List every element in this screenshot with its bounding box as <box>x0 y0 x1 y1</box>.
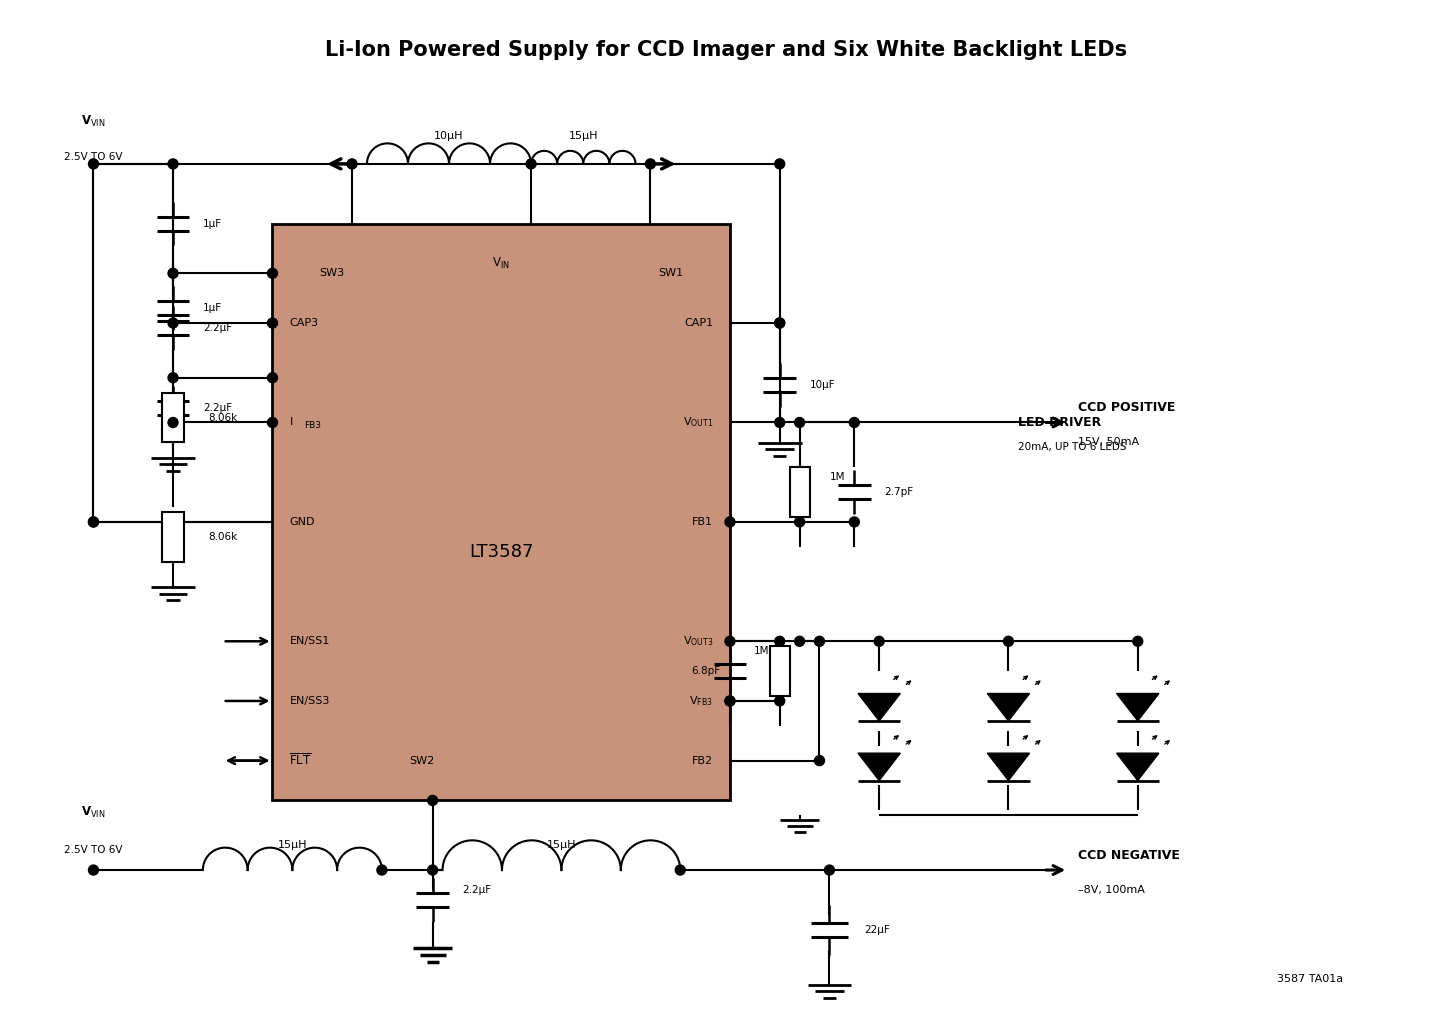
Polygon shape <box>858 753 900 781</box>
Text: 15V, 50mA: 15V, 50mA <box>1077 437 1140 448</box>
Text: 2.2μF: 2.2μF <box>203 323 232 333</box>
Text: FB1: FB1 <box>693 517 713 527</box>
Text: SW1: SW1 <box>658 269 684 278</box>
Text: EN/SS1: EN/SS1 <box>289 637 330 646</box>
Text: 1μF: 1μF <box>203 304 222 313</box>
Text: V$_{\mathsf{VIN}}$: V$_{\mathsf{VIN}}$ <box>81 805 106 821</box>
Bar <box>790 467 810 517</box>
Text: CCD NEGATIVE: CCD NEGATIVE <box>1077 848 1180 862</box>
Bar <box>163 512 184 562</box>
Text: 8.06k: 8.06k <box>208 413 237 422</box>
Circle shape <box>1133 637 1143 646</box>
Circle shape <box>794 517 804 527</box>
Circle shape <box>168 373 179 382</box>
Circle shape <box>428 795 437 805</box>
Circle shape <box>775 418 784 427</box>
Circle shape <box>725 517 735 527</box>
Circle shape <box>267 418 277 427</box>
Text: 6.8pF: 6.8pF <box>691 666 720 677</box>
Circle shape <box>675 865 685 875</box>
Circle shape <box>849 517 860 527</box>
Text: 22μF: 22μF <box>864 925 890 935</box>
Text: 2.7pF: 2.7pF <box>884 487 913 497</box>
Text: EN/SS3: EN/SS3 <box>289 696 330 706</box>
Circle shape <box>168 418 179 427</box>
Circle shape <box>794 418 804 427</box>
Circle shape <box>1003 637 1013 646</box>
Bar <box>273 224 730 800</box>
Text: V$_{\mathsf{OUT3}}$: V$_{\mathsf{OUT3}}$ <box>682 635 713 648</box>
Bar <box>770 646 790 696</box>
Circle shape <box>815 755 825 765</box>
Text: 1M: 1M <box>754 646 770 656</box>
Text: I: I <box>289 417 293 427</box>
Polygon shape <box>1117 753 1159 781</box>
Circle shape <box>815 637 825 646</box>
Text: 15μH: 15μH <box>277 840 308 850</box>
Text: CAP3: CAP3 <box>289 318 318 328</box>
Text: SW2: SW2 <box>409 755 434 765</box>
Text: 10μF: 10μF <box>810 380 835 389</box>
Circle shape <box>775 318 784 328</box>
Text: 2.2μF: 2.2μF <box>462 885 492 895</box>
Text: FB3: FB3 <box>305 421 321 430</box>
Circle shape <box>428 865 437 875</box>
Text: V$_{\mathsf{IN}}$: V$_{\mathsf{IN}}$ <box>492 256 510 271</box>
Text: LED DRIVER: LED DRIVER <box>1018 416 1102 429</box>
Circle shape <box>849 418 860 427</box>
Text: CAP1: CAP1 <box>684 318 713 328</box>
Circle shape <box>775 637 784 646</box>
Circle shape <box>775 696 784 706</box>
Circle shape <box>89 517 99 527</box>
Circle shape <box>89 517 99 527</box>
Circle shape <box>775 159 784 169</box>
Circle shape <box>874 637 884 646</box>
Polygon shape <box>987 753 1029 781</box>
Text: 8.06k: 8.06k <box>208 531 237 542</box>
Text: 1μF: 1μF <box>203 219 222 229</box>
Text: SW3: SW3 <box>319 269 344 278</box>
Circle shape <box>347 159 357 169</box>
Circle shape <box>794 637 804 646</box>
Text: 15μH: 15μH <box>569 131 598 141</box>
Text: FB2: FB2 <box>693 755 713 765</box>
Text: LT3587: LT3587 <box>469 543 533 561</box>
Circle shape <box>267 269 277 278</box>
Text: 1M: 1M <box>829 472 845 482</box>
Bar <box>163 392 184 443</box>
Circle shape <box>775 318 784 328</box>
Circle shape <box>168 318 179 328</box>
Text: GND: GND <box>289 517 315 527</box>
Text: 2.5V TO 6V: 2.5V TO 6V <box>64 845 123 855</box>
Text: CCD POSITIVE: CCD POSITIVE <box>1077 401 1176 414</box>
Circle shape <box>825 865 835 875</box>
Text: –8V, 100mA: –8V, 100mA <box>1077 885 1146 895</box>
Circle shape <box>725 696 735 706</box>
Circle shape <box>168 159 179 169</box>
Text: V$_{\mathsf{OUT1}}$: V$_{\mathsf{OUT1}}$ <box>682 416 713 429</box>
Text: 15μH: 15μH <box>546 840 576 850</box>
Text: 20mA, UP TO 6 LEDS: 20mA, UP TO 6 LEDS <box>1018 443 1127 453</box>
Circle shape <box>378 865 386 875</box>
Text: $\overline{\mathsf{FLT}}$: $\overline{\mathsf{FLT}}$ <box>289 753 312 769</box>
Circle shape <box>646 159 655 169</box>
Text: 2.5V TO 6V: 2.5V TO 6V <box>64 152 123 161</box>
Circle shape <box>267 318 277 328</box>
Circle shape <box>89 865 99 875</box>
Text: V$_{\mathsf{FB3}}$: V$_{\mathsf{FB3}}$ <box>690 694 713 708</box>
Text: 10μH: 10μH <box>434 131 463 141</box>
Text: V$_{\mathsf{VIN}}$: V$_{\mathsf{VIN}}$ <box>81 114 106 129</box>
Text: Li-Ion Powered Supply for CCD Imager and Six White Backlight LEDs: Li-Ion Powered Supply for CCD Imager and… <box>325 40 1127 59</box>
Circle shape <box>725 637 735 646</box>
Circle shape <box>725 696 735 706</box>
Circle shape <box>526 159 536 169</box>
Circle shape <box>267 373 277 382</box>
Polygon shape <box>1117 694 1159 721</box>
Text: 3587 TA01a: 3587 TA01a <box>1276 974 1343 984</box>
Circle shape <box>168 269 179 278</box>
Polygon shape <box>858 694 900 721</box>
Polygon shape <box>987 694 1029 721</box>
Text: 2.2μF: 2.2μF <box>203 403 232 413</box>
Circle shape <box>89 159 99 169</box>
